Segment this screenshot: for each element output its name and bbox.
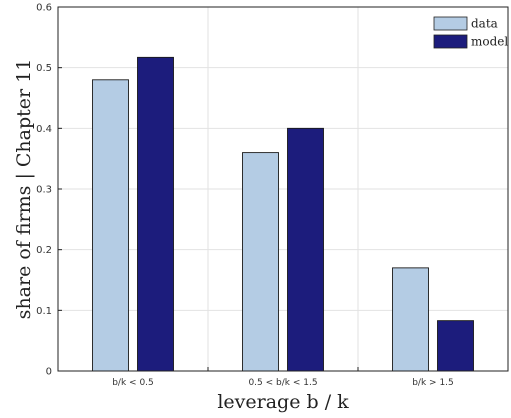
legend-label-model: model	[471, 35, 508, 49]
y-axis-title: share of firms | Chapter 11	[13, 59, 35, 320]
y-tick-label: 0	[46, 367, 52, 378]
legend-label-data: data	[471, 17, 498, 31]
y-tick-label: 0.3	[36, 185, 52, 196]
x-tick-label: b/k < 0.5	[112, 378, 154, 388]
y-tick-label: 0.4	[36, 124, 52, 135]
y-tick-label: 0.2	[36, 245, 52, 256]
x-tick-label: 0.5 < b/k < 1.5	[248, 378, 317, 388]
bar-model	[288, 128, 324, 371]
legend-swatch-model	[434, 35, 467, 48]
x-tick-label: b/k > 1.5	[412, 378, 454, 388]
legend: data model	[428, 13, 508, 53]
y-tick-label: 0.1	[36, 306, 52, 317]
bar-data	[93, 80, 129, 371]
x-axis-title: leverage b / k	[217, 391, 349, 413]
bar-data	[243, 153, 279, 371]
bar-model	[438, 321, 474, 371]
bar-data	[393, 268, 429, 371]
y-tick-label: 0.6	[36, 3, 52, 14]
legend-swatch-data	[434, 17, 467, 30]
y-tick-label: 0.5	[36, 63, 52, 74]
bar-model	[138, 57, 174, 371]
